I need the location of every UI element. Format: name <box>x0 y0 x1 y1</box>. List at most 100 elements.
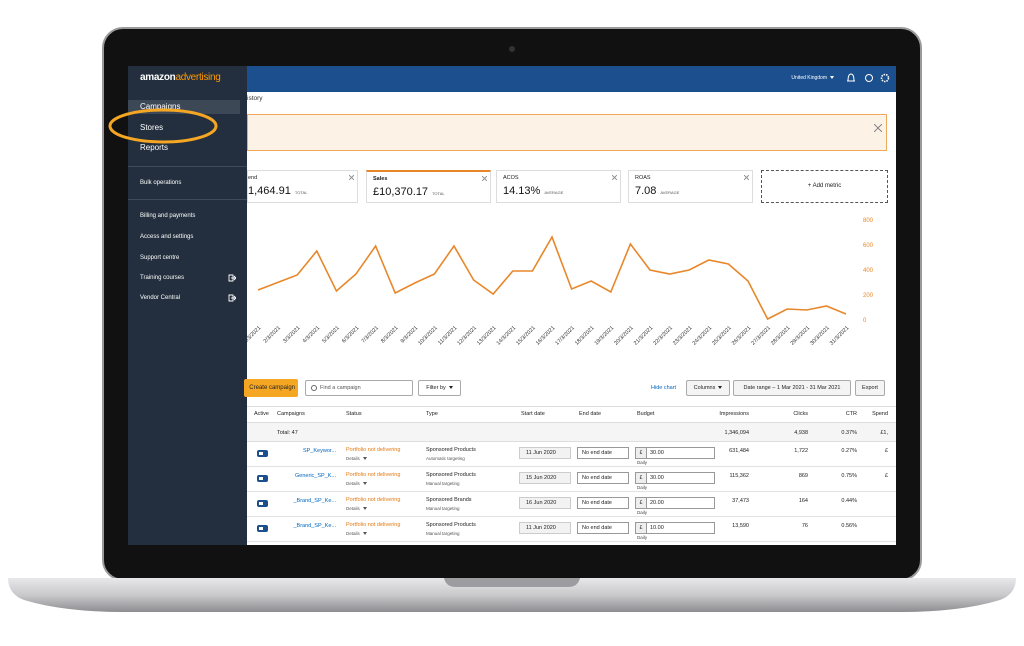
end-date-field[interactable]: No end date <box>577 497 629 509</box>
row-border <box>247 541 896 542</box>
columns-button[interactable]: Columns <box>686 380 730 396</box>
status-details[interactable]: Details <box>346 456 367 461</box>
budget-amount: 30.00 <box>650 475 664 481</box>
nav-item[interactable]: Vendor Central <box>128 291 247 305</box>
logo-main: amazon <box>140 72 176 83</box>
sidebar: amazonadvertising Campaigns Stores Reports B… <box>128 66 247 545</box>
budget-field[interactable]: £30.00 <box>635 447 715 459</box>
nav-separator <box>128 166 247 167</box>
x-tick-label: 23/3/2021 <box>672 325 694 347</box>
x-tick-label: 12/3/2021 <box>456 325 478 347</box>
logo-accent: advertising <box>175 72 221 83</box>
date-range-button[interactable]: Date range – 1 Mar 2021 - 31 Mar 2021 <box>733 380 851 396</box>
end-date-field[interactable]: No end date <box>577 472 629 484</box>
card-close[interactable] <box>349 175 354 180</box>
create-campaign-button[interactable]: Create campaign <box>244 379 298 397</box>
nav-item[interactable]: Access and settings <box>140 234 194 240</box>
nav-item[interactable]: Training courses <box>128 271 247 285</box>
impressions: 631,484 <box>729 448 749 454</box>
nav-item[interactable]: Campaigns <box>128 100 240 114</box>
nav-item[interactable]: Bulk operations <box>140 180 182 186</box>
nav-item[interactable]: Reports <box>140 143 169 152</box>
hide-chart-link[interactable]: Hide chart <box>651 385 677 391</box>
search-box[interactable]: Find a campaign <box>305 380 413 396</box>
x-tick-label: 7/3/2021 <box>361 325 380 344</box>
external-icon <box>228 294 236 302</box>
campaign-link[interactable]: SP_Keywor... <box>302 448 336 454</box>
active-toggle[interactable] <box>257 500 268 507</box>
impressions: 13,590 <box>732 523 749 529</box>
metric-value-row: 1,464.91 TOTAL <box>248 185 307 197</box>
metric-card[interactable]: ACOS 14.13% AVERAGE <box>496 170 621 203</box>
metric-label: ACOS <box>503 175 519 181</box>
camera <box>509 46 515 52</box>
x-tick-label: 6/3/2021 <box>341 325 360 344</box>
status-details[interactable]: Details <box>346 481 367 486</box>
total-ctr: 0.37% <box>841 430 857 436</box>
filter-button[interactable]: Filter by <box>418 380 461 396</box>
start-date-field: 11 Jun 2020 <box>519 447 571 459</box>
campaign-link[interactable]: _Brand_SP_Ke... <box>293 523 336 529</box>
export-button[interactable]: Export <box>855 380 885 396</box>
campaign-link[interactable]: Generic_SP_K... <box>295 473 336 479</box>
metric-card[interactable]: ROAS 7.08 AVERAGE <box>628 170 753 203</box>
nav-item[interactable]: Support centre <box>140 255 180 261</box>
row-border <box>247 466 896 467</box>
card-close[interactable] <box>612 175 617 180</box>
budget-field[interactable]: £30.00 <box>635 472 715 484</box>
metric-card[interactable]: Sales £10,370.17 TOTAL <box>366 170 491 203</box>
x-tick-label: 8/3/2021 <box>380 325 399 344</box>
budget-amount: 20.00 <box>650 500 664 506</box>
metric-unit: AVERAGE <box>660 190 680 195</box>
spend: £ <box>884 473 888 479</box>
column-header: Impressions <box>719 411 749 417</box>
budget-period: Daily <box>637 510 648 515</box>
budget-currency: £ <box>636 473 647 483</box>
nav-separator <box>128 199 247 200</box>
x-tick-label: 2/3/2021 <box>263 325 282 344</box>
nav-item[interactable]: Stores <box>140 123 164 132</box>
budget-field[interactable]: £10.00 <box>635 522 715 534</box>
ctr: 0.44% <box>841 498 857 504</box>
header-icons[interactable] <box>840 66 890 92</box>
end-date-field[interactable]: No end date <box>577 447 629 459</box>
status-text: Portfolio not delivering <box>346 522 401 528</box>
status-details[interactable]: Details <box>346 531 367 536</box>
impressions: 115,362 <box>729 473 749 479</box>
card-close[interactable] <box>744 175 749 180</box>
metric-value: 14.13% <box>503 185 541 197</box>
metric-unit: TOTAL <box>432 191 445 196</box>
active-toggle[interactable] <box>257 450 268 457</box>
column-header: Active <box>254 411 269 417</box>
x-tick-label: 14/3/2021 <box>496 325 518 347</box>
budget-period: Daily <box>637 535 648 540</box>
region-selector[interactable]: United Kingdom <box>791 75 834 81</box>
budget-field[interactable]: £20.00 <box>635 497 715 509</box>
settings-icon[interactable] <box>880 73 890 83</box>
metric-value: £10,370.17 <box>373 186 429 198</box>
x-tick-label: 10/3/2021 <box>417 325 439 347</box>
column-header: Start date <box>521 411 545 417</box>
targeting-type: Automatic targeting <box>426 456 465 461</box>
nav-item[interactable]: Billing and payments <box>140 213 196 219</box>
active-toggle[interactable] <box>257 475 268 482</box>
y-tick-label: 400 <box>863 268 874 274</box>
x-tick-label: 29/3/2021 <box>790 325 812 347</box>
campaign-type: Sponsored Brands <box>426 497 472 503</box>
table-header-bg <box>247 406 896 423</box>
bell-icon[interactable] <box>847 73 855 82</box>
campaign-link[interactable]: _Brand_SP_Ke... <box>293 498 336 504</box>
add-metric[interactable]: + Add metric <box>761 170 888 203</box>
targeting-type: Manual targeting <box>426 531 460 536</box>
card-close[interactable] <box>482 176 487 181</box>
targeting-type: Manual targeting <box>426 481 460 486</box>
help-icon[interactable] <box>865 74 873 82</box>
x-tick-label: 31/3/2021 <box>829 325 851 347</box>
end-date-field[interactable]: No end date <box>577 522 629 534</box>
x-tick-label: 26/3/2021 <box>731 325 753 347</box>
active-toggle[interactable] <box>257 525 268 532</box>
status-details[interactable]: Details <box>346 506 367 511</box>
alert-close[interactable] <box>874 124 882 132</box>
metric-card[interactable]: end 1,464.91 TOTAL <box>247 170 358 203</box>
